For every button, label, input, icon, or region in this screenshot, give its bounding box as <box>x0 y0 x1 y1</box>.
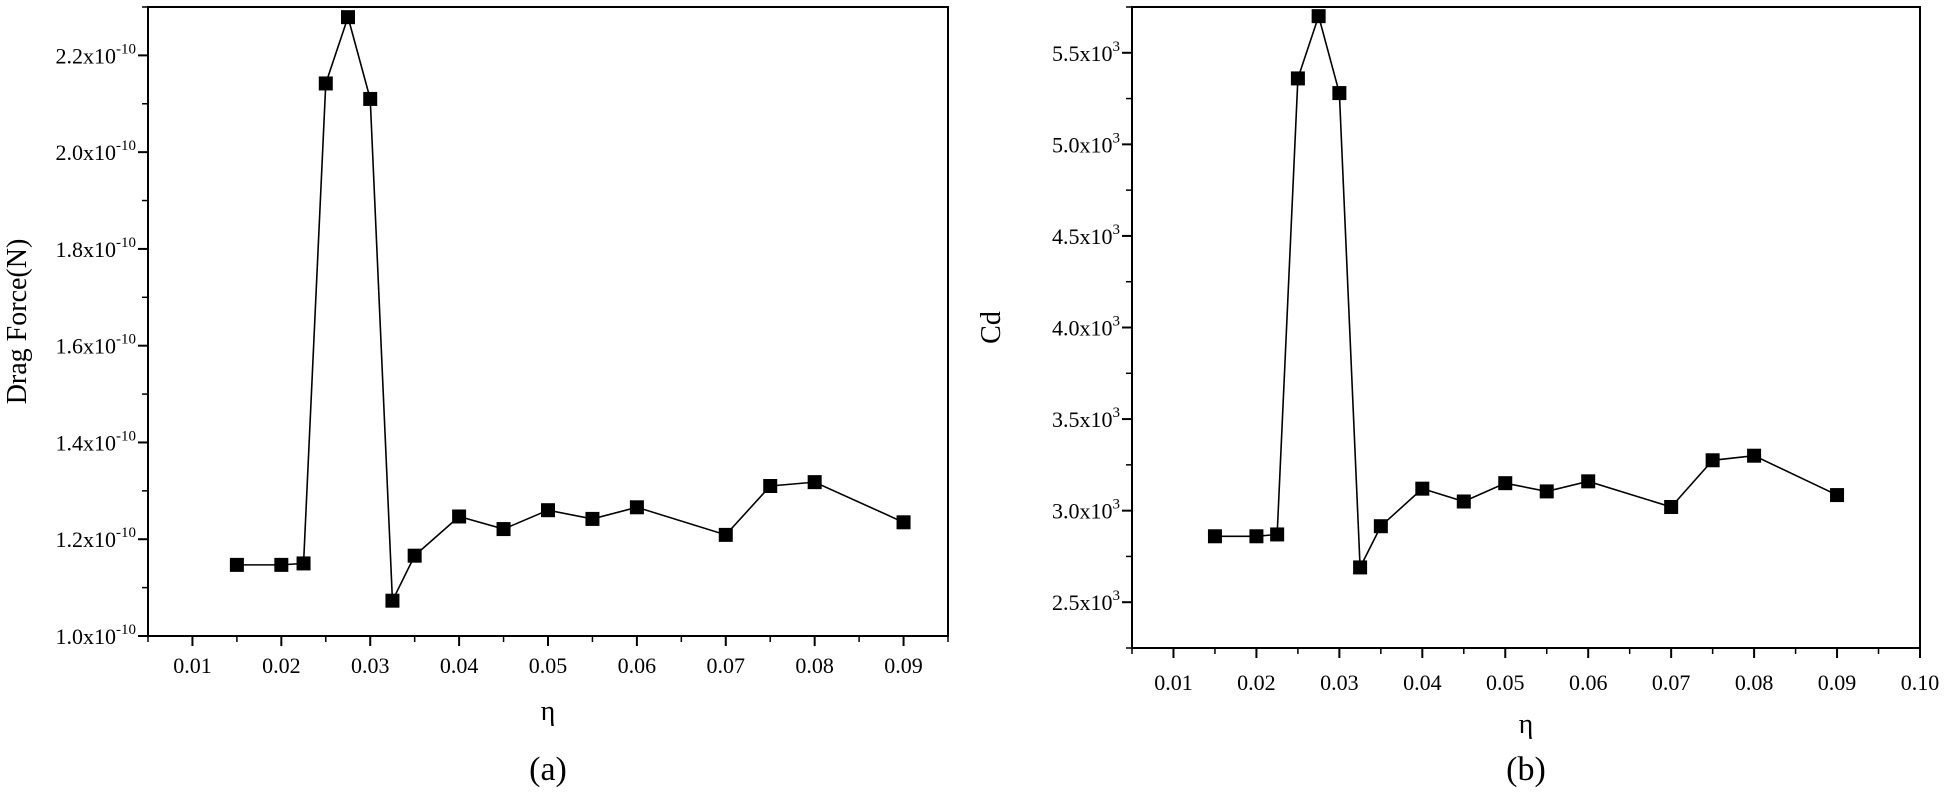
y-tick-label: 1.8x10-10 <box>56 235 137 262</box>
data-point <box>1581 474 1596 489</box>
data-point <box>385 593 400 608</box>
data-point <box>896 515 911 530</box>
series-line <box>1214 13 1838 571</box>
panel-label: (a) <box>529 751 567 788</box>
y-axis-title: Cd <box>976 311 1007 344</box>
data-point <box>296 556 311 571</box>
chart-panel-b: 0.01 0.02 0.03 0.04 0.05 0.06 0.07 0.08 0.09 0.10… <box>976 6 1940 788</box>
data-point <box>585 511 600 526</box>
y-tick-label: 1.0x10-10 <box>56 622 137 649</box>
data-point <box>496 522 511 537</box>
data-point <box>541 503 555 518</box>
data-point <box>1830 488 1845 503</box>
data-point <box>1332 86 1347 101</box>
data-point <box>318 76 333 91</box>
data-point <box>1456 494 1471 509</box>
x-tick-label: 0.08 <box>1735 670 1774 695</box>
chart-panel-a: 0.01 0.02 0.03 0.04 0.05 0.06 0.07 0.08 0.09 1.0x… <box>2 6 949 788</box>
data-point <box>1311 9 1326 24</box>
data-point <box>718 527 733 542</box>
x-tick-label: 0.05 <box>1486 670 1525 695</box>
y-tick-label: 1.4x10-10 <box>56 428 137 455</box>
y-tick-label: 5.0x103 <box>1052 130 1120 157</box>
x-tick-label: 0.06 <box>618 653 657 678</box>
y-tick-label: 5.5x103 <box>1052 39 1120 66</box>
x-tick-label: 0.03 <box>351 653 390 678</box>
data-point <box>1270 527 1285 542</box>
data-point <box>363 91 378 106</box>
data-point <box>1249 529 1264 544</box>
data-point <box>1664 499 1679 514</box>
data-point <box>341 10 355 25</box>
data-point <box>274 557 289 572</box>
data-point <box>1415 481 1430 496</box>
panel-label: (b) <box>1506 751 1546 788</box>
x-tick-label: 0.09 <box>1818 670 1857 695</box>
data-point <box>1373 519 1388 534</box>
y-tick-label: 2.0x10-10 <box>56 138 137 165</box>
series-line <box>236 14 904 602</box>
data-point <box>229 557 244 572</box>
x-tick-label: 0.09 <box>884 653 923 678</box>
data-point <box>1539 484 1554 499</box>
y-tick-label: 3.5x103 <box>1052 405 1120 432</box>
plot-frame <box>147 6 949 637</box>
x-tick-label: 0.04 <box>440 653 479 678</box>
y-tick-label: 1.2x10-10 <box>56 525 137 552</box>
x-tick-label: 0.07 <box>707 653 746 678</box>
data-point <box>807 475 822 490</box>
data-point <box>1353 560 1368 575</box>
x-axis-title: η <box>541 696 556 727</box>
x-tick-label: 0.10 <box>1901 670 1940 695</box>
x-tick-label: 0.01 <box>173 653 212 678</box>
data-point <box>407 548 422 563</box>
plot-frame <box>1131 6 1921 649</box>
data-point <box>629 500 644 515</box>
y-tick-label: 3.0x103 <box>1052 497 1120 524</box>
x-tick-label: 0.06 <box>1569 670 1608 695</box>
y-tick-label: 4.0x103 <box>1052 314 1120 341</box>
x-tick-label: 0.02 <box>262 653 301 678</box>
data-point <box>452 509 467 524</box>
x-tick-label: 0.04 <box>1403 670 1442 695</box>
data-point <box>1747 448 1762 463</box>
x-tick-label: 0.08 <box>795 653 834 678</box>
data-point <box>1290 71 1305 86</box>
y-axis-title: Drag Force(N) <box>2 239 33 405</box>
y-tick-label: 2.2x10-10 <box>56 41 137 68</box>
y-tick-label: 4.5x103 <box>1052 222 1120 249</box>
x-tick-label: 0.07 <box>1652 670 1691 695</box>
data-point <box>1705 453 1720 468</box>
x-tick-label: 0.01 <box>1154 670 1193 695</box>
y-tick-label: 1.6x10-10 <box>56 332 137 359</box>
data-point <box>1207 529 1222 544</box>
x-tick-label: 0.03 <box>1320 670 1359 695</box>
x-tick-label: 0.05 <box>529 653 568 678</box>
y-tick-label: 2.5x103 <box>1052 588 1120 615</box>
data-point <box>763 479 778 494</box>
x-tick-label: 0.02 <box>1237 670 1276 695</box>
x-axis-title: η <box>1519 709 1534 740</box>
data-point <box>1498 476 1513 491</box>
